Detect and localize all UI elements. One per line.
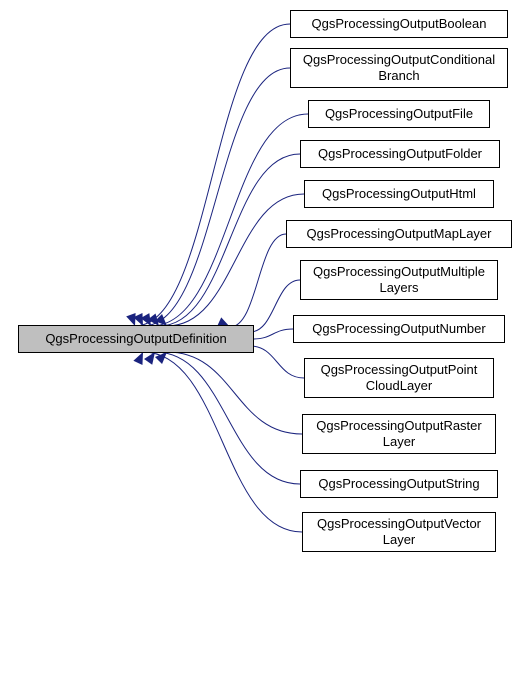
edge-9 — [167, 352, 302, 434]
edge-3 — [159, 154, 300, 326]
child-node-5[interactable]: QgsProcessingOutputMapLayer — [286, 220, 512, 248]
child-node-7[interactable]: QgsProcessingOutputNumber — [293, 315, 505, 343]
child-node-11[interactable]: QgsProcessingOutputVector Layer — [302, 512, 496, 552]
root-node[interactable]: QgsProcessingOutputDefinition — [18, 325, 254, 353]
edge-7 — [253, 329, 293, 339]
edge-10 — [155, 352, 300, 484]
child-node-2[interactable]: QgsProcessingOutputFile — [308, 100, 490, 128]
child-node-0[interactable]: QgsProcessingOutputBoolean — [290, 10, 508, 38]
child-node-10[interactable]: QgsProcessingOutputString — [300, 470, 498, 498]
edge-11 — [143, 352, 302, 532]
child-node-9[interactable]: QgsProcessingOutputRaster Layer — [302, 414, 496, 454]
edge-1 — [143, 68, 290, 326]
child-node-4[interactable]: QgsProcessingOutputHtml — [304, 180, 494, 208]
child-node-3[interactable]: QgsProcessingOutputFolder — [300, 140, 500, 168]
edge-4 — [167, 194, 304, 326]
child-node-8[interactable]: QgsProcessingOutputPoint CloudLayer — [304, 358, 494, 398]
edge-5 — [230, 234, 286, 327]
child-node-6[interactable]: QgsProcessingOutputMultiple Layers — [300, 260, 498, 300]
edge-2 — [151, 114, 308, 326]
edge-8 — [250, 346, 304, 378]
child-node-1[interactable]: QgsProcessingOutputConditional Branch — [290, 48, 508, 88]
edge-0 — [135, 24, 290, 326]
diagram-canvas: QgsProcessingOutputDefinition QgsProcessi… — [0, 0, 517, 673]
